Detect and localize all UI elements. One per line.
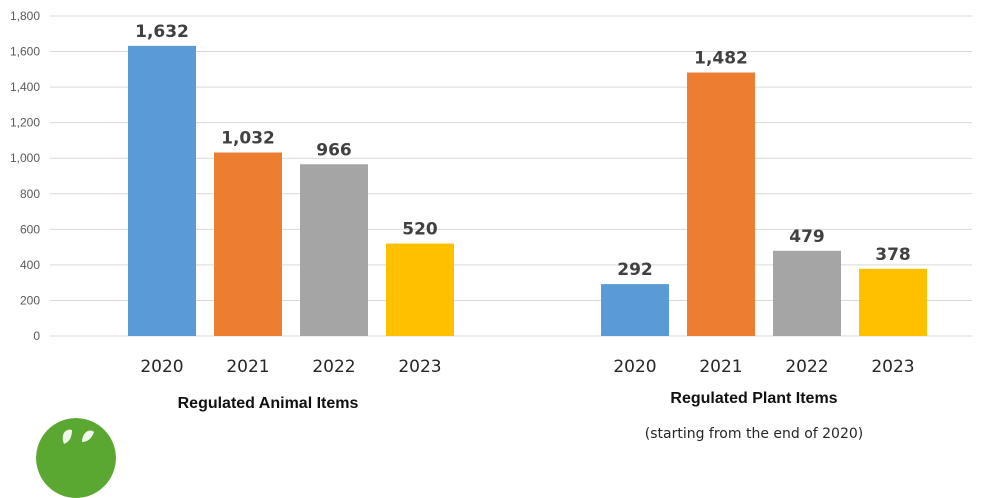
y-tick-label: 0 — [33, 329, 40, 343]
category-label: 2021 — [226, 357, 269, 377]
data-label: 1,632 — [135, 22, 189, 42]
data-label: 966 — [316, 140, 352, 160]
bar — [601, 284, 669, 336]
y-tick-label: 1,000 — [10, 151, 40, 165]
y-tick-label: 400 — [20, 258, 40, 272]
bar-chart: 0 200 400 600 800 1,000 1,200 1,400 1,600 1,800 1,… — [10, 9, 972, 377]
category-label: 2022 — [312, 357, 355, 377]
data-label: 520 — [402, 220, 438, 240]
y-tick-label: 1,600 — [10, 45, 40, 59]
bar — [128, 45, 196, 336]
y-tick-label: 1,200 — [10, 116, 40, 130]
data-label: 378 — [875, 245, 911, 265]
bar — [300, 164, 368, 336]
y-tick-label: 1,800 — [10, 9, 40, 23]
leaf-logo-icon — [36, 418, 116, 498]
bar — [214, 152, 282, 336]
category-label: 2021 — [699, 357, 742, 377]
y-tick-label: 200 — [20, 293, 40, 307]
data-label: 1,032 — [221, 129, 275, 149]
data-label: 292 — [617, 260, 653, 280]
category-label: 2020 — [140, 357, 183, 377]
bar — [687, 72, 755, 337]
group-title-plant: Regulated Plant Items — [670, 390, 838, 407]
group-note-plant: (starting from the end of 2020) — [644, 426, 864, 442]
group-title-animal: Regulated Animal Items — [177, 395, 359, 412]
category-label: 2023 — [398, 357, 441, 377]
data-label: 479 — [789, 227, 825, 247]
y-tick-label: 1,400 — [10, 80, 40, 94]
bar — [773, 250, 841, 336]
data-label: 1,482 — [694, 49, 748, 69]
category-label: 2023 — [871, 357, 914, 377]
category-label: 2020 — [613, 357, 656, 377]
category-label: 2022 — [785, 357, 828, 377]
bar — [386, 243, 454, 336]
y-tick-label: 800 — [20, 187, 40, 201]
y-tick-label: 600 — [20, 222, 40, 236]
bar — [859, 268, 927, 336]
